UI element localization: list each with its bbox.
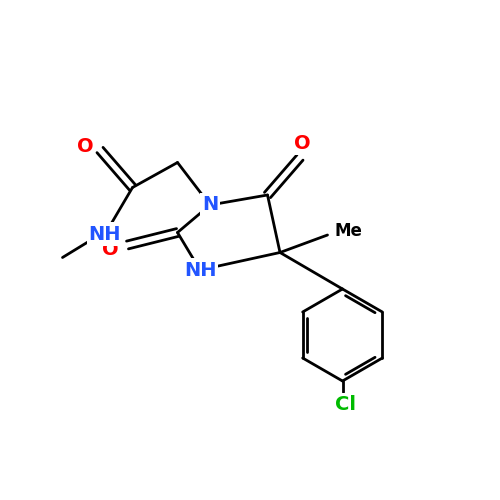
Text: Cl: Cl <box>334 396 355 414</box>
Text: N: N <box>202 196 218 214</box>
Text: NH: NH <box>89 224 121 244</box>
Text: O: O <box>76 136 94 156</box>
Text: O: O <box>294 134 311 153</box>
Text: NH: NH <box>184 260 216 280</box>
Text: Me: Me <box>334 222 362 240</box>
Text: O: O <box>102 240 118 258</box>
